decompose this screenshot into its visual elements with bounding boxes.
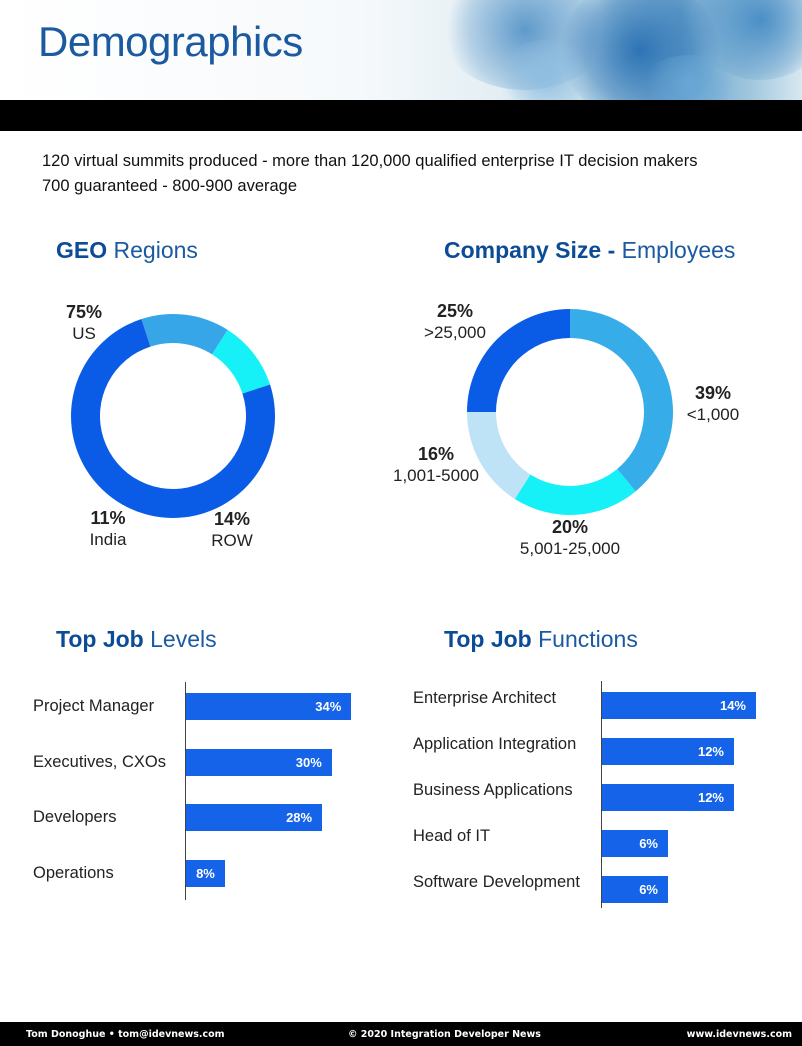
company-name-under-1000: <1,000 [686, 405, 740, 424]
geo-name-us: US [72, 324, 96, 343]
company-name-1001-5000: 1,001-5000 [392, 466, 480, 485]
job-function-bar-2: 12% [602, 784, 734, 811]
job-level-bar-0: 34% [186, 693, 352, 720]
page-footer: Tom Donoghue • tom@idevnews.com © 2020 I… [0, 1022, 802, 1046]
company-label-over-25000: 25% >25,000 [412, 300, 498, 343]
job-level-label-2: Developers [33, 808, 117, 826]
job-function-bar-1: 12% [602, 738, 734, 765]
job-levels-axis [185, 682, 186, 900]
job-level-bar-3: 8% [186, 859, 225, 887]
company-size-donut-chart [467, 309, 673, 515]
company-label-5001-25000: 20% 5,001-25,000 [510, 516, 630, 559]
geo-name-row: ROW [211, 531, 253, 550]
intro-line-2: 700 guaranteed - 800-900 average [42, 177, 298, 195]
geo-slice-2 [212, 329, 271, 394]
job-level-bar-2: 28% [186, 804, 323, 831]
geo-pct-us: 75% [65, 302, 103, 322]
job-function-label-3: Head of IT [413, 827, 491, 845]
company-label-1001-5000: 16% 1,001-5000 [386, 443, 486, 486]
intro-line-1: 120 virtual summits produced - more than… [42, 152, 698, 170]
job-level-label-1: Executives, CXOs [33, 752, 166, 771]
geo-regions-donut-chart [71, 314, 276, 518]
geo-title-rest: Regions [107, 237, 198, 263]
job-level-label-0: Project Manager [33, 697, 155, 715]
job-function-bar-4: 6% [602, 876, 668, 903]
job-function-label-4: Software Development [413, 873, 580, 891]
footer-website: www.idevnews.com [686, 1029, 792, 1040]
job-levels-title-bold: Top Job [56, 626, 144, 652]
geo-pct-india: 11% [90, 508, 126, 528]
geo-label-row: 14% ROW [202, 508, 262, 551]
company-pct-under-1000: 39% [694, 383, 732, 403]
intro-text: 120 virtual summits produced - more than… [42, 149, 697, 199]
job-levels-title-rest: Levels [143, 626, 217, 652]
geo-slice-1 [141, 314, 228, 355]
job-functions-title: Top Job Functions [444, 626, 638, 653]
geo-title-bold: GEO [56, 237, 108, 263]
job-function-label-0: Enterprise Architect [413, 689, 557, 707]
company-slice-3 [467, 309, 570, 412]
page-title: Demographics [38, 18, 303, 65]
footer-copyright: © 2020 Integration Developer News [348, 1029, 541, 1040]
geo-slice-0 [71, 318, 276, 518]
job-functions-axis [601, 681, 602, 908]
company-slice-0 [570, 309, 673, 492]
job-function-label-2: Business Applications [413, 781, 573, 799]
job-function-bar-3: 6% [602, 830, 668, 857]
geo-regions-title: GEO Regions [56, 237, 198, 264]
job-level-label-3: Operations [33, 863, 114, 882]
geo-label-india: 11% India [78, 507, 138, 550]
company-title-bold: Company Size - [444, 237, 616, 263]
company-slice-2 [467, 412, 531, 499]
company-name-5001-25000: 5,001-25,000 [519, 539, 621, 558]
job-functions-title-bold: Top Job [444, 626, 532, 652]
company-slice-1 [514, 469, 636, 515]
job-function-label-1: Application Integration [413, 735, 577, 753]
company-pct-over-25000: 25% [436, 301, 474, 321]
company-name-over-25000: >25,000 [424, 323, 486, 342]
company-label-under-1000: 39% <1,000 [675, 382, 751, 425]
company-pct-5001-25000: 20% [551, 517, 589, 537]
company-pct-1001-5000: 16% [417, 444, 455, 464]
job-level-bar-1: 30% [186, 748, 332, 776]
geo-label-us: 75% US [54, 301, 114, 344]
job-levels-title: Top Job Levels [56, 626, 217, 653]
job-function-bar-0: 14% [602, 692, 756, 719]
geo-pct-row: 14% [213, 509, 251, 529]
header-divider-bar [0, 100, 802, 131]
job-functions-title-rest: Functions [531, 626, 638, 652]
footer-author: Tom Donoghue • tom@idevnews.com [26, 1029, 225, 1040]
company-size-title: Company Size - Employees [444, 237, 735, 264]
company-title-rest: Employees [615, 237, 736, 263]
geo-name-india: India [89, 530, 127, 549]
page-header: Demographics [0, 0, 802, 100]
